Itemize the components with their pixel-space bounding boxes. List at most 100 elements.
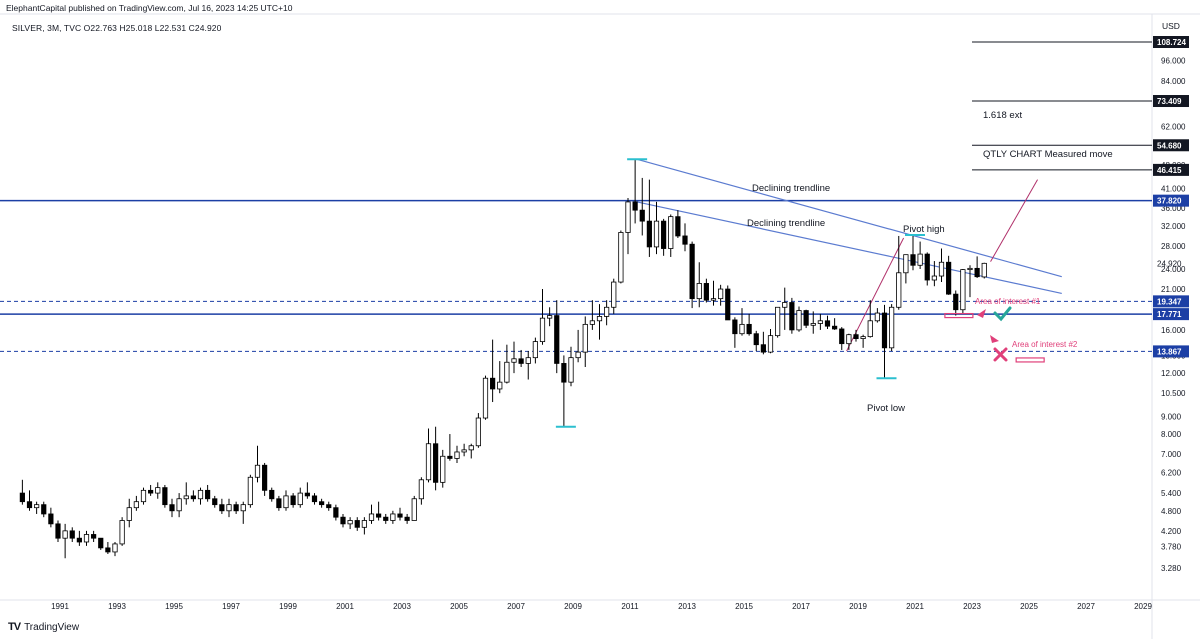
area-of-interest-box-2 (1015, 357, 1045, 363)
candle-body (917, 253, 923, 266)
candle-body (824, 320, 831, 327)
candle-body (760, 344, 766, 353)
candle-body (753, 333, 759, 346)
candle-body (376, 513, 382, 518)
candle-body (874, 312, 880, 322)
measured-move-line-1 (846, 237, 905, 352)
candle-body (732, 319, 738, 335)
pink-arrow-icon (977, 309, 986, 318)
candle-body (775, 306, 781, 337)
candle-body (682, 235, 688, 245)
price-level-tag (1153, 345, 1189, 358)
price-level-tag (1153, 295, 1189, 308)
candle-body (853, 334, 859, 339)
candle-body (105, 547, 111, 553)
price-level-value: 13.867 (1157, 347, 1182, 356)
area-of-interest-2-label: Area of interest #2 (1012, 340, 1078, 349)
y-tick-label: 6.200 (1161, 468, 1182, 477)
check-icon (993, 306, 1012, 322)
candle-body (297, 492, 303, 506)
candle-body (404, 516, 410, 521)
candle-body (903, 254, 909, 274)
candle-body (817, 320, 823, 324)
candle-body (126, 507, 132, 521)
candle-body (304, 492, 310, 497)
price-level-value: 19.347 (1157, 297, 1182, 306)
x-tick-label: 2019 (849, 602, 867, 611)
candle-body (575, 351, 581, 359)
price-level-tag (1153, 139, 1189, 152)
last-price-label: 24.920 (1157, 259, 1182, 268)
candle-body (661, 220, 667, 249)
y-tick-label: 16.000 (1161, 326, 1186, 335)
candle-body (960, 269, 966, 311)
x-tick-label: 1995 (165, 602, 183, 611)
x-tick-label: 2001 (336, 602, 354, 611)
y-tick-label: 4.800 (1161, 507, 1182, 516)
candle-body (632, 201, 638, 211)
area-of-interest-box-1 (944, 312, 974, 319)
candle-body (946, 261, 952, 295)
candle-body (896, 272, 902, 308)
candle-body (639, 209, 645, 222)
area-of-interest-1-label: Area of interest #1 (975, 297, 1041, 306)
y-tick-label: 3.780 (1161, 543, 1182, 552)
candle-body (981, 262, 987, 278)
price-level-tag (1153, 95, 1189, 108)
x-tick-label: 2003 (393, 602, 411, 611)
candle-body (497, 381, 503, 390)
candle-body (340, 516, 346, 525)
y-tick-label: 21.000 (1161, 285, 1186, 294)
tradingview-brand: TV TradingView (8, 621, 79, 633)
candle-body (796, 310, 802, 331)
y-tick-label: 62.000 (1161, 122, 1186, 131)
y-tick-label: 84.000 (1161, 77, 1186, 86)
candle-body (425, 443, 432, 481)
candle-body (91, 534, 97, 539)
price-level-value: 17.771 (1157, 310, 1182, 319)
candle-body (653, 220, 660, 248)
price-level-value: 54.680 (1157, 141, 1182, 150)
candle-body (69, 530, 75, 539)
candle-body (703, 283, 709, 301)
price-level-value: 37.820 (1157, 197, 1182, 206)
candle-body (162, 487, 168, 506)
x-tick-label: 2005 (450, 602, 468, 611)
candle-body (867, 320, 873, 338)
candle-body (810, 323, 816, 326)
candle-body (183, 495, 189, 500)
y-tick-label: 41.000 (1161, 185, 1186, 194)
candle-body (62, 530, 68, 539)
cross-icon (993, 347, 1008, 362)
candle-body (746, 323, 752, 335)
candle-body (789, 302, 795, 331)
x-tick-label: 2017 (792, 602, 810, 611)
candle-body (112, 543, 118, 553)
candle-body (368, 513, 375, 521)
trendline-label-upper: Declining trendline (752, 183, 830, 194)
candle-body (276, 498, 282, 509)
candle-body (447, 455, 453, 459)
x-tick-label: 1997 (222, 602, 240, 611)
currency-label: USD (1162, 21, 1180, 31)
candle-body (247, 476, 253, 506)
candle-body (205, 489, 211, 500)
y-tick-label: 9.000 (1161, 412, 1182, 421)
price-level-tag (1153, 36, 1189, 48)
y-tick-label: 24.000 (1161, 265, 1186, 274)
measured-move-label: QTLY CHART Measured move (983, 149, 1113, 160)
x-tick-label: 2027 (1077, 602, 1095, 611)
candle-body (504, 361, 510, 383)
candle-body (76, 537, 82, 543)
x-tick-label: 1991 (51, 602, 69, 611)
candle-body (839, 328, 845, 345)
candle-body (561, 363, 567, 383)
candle-body (589, 320, 595, 325)
y-tick-label: 12.000 (1161, 369, 1186, 378)
y-tick-label: 96.000 (1161, 57, 1186, 66)
candle-body (832, 325, 838, 330)
candle-body (397, 513, 403, 518)
candle-body (518, 358, 524, 364)
candle-body (532, 341, 538, 359)
